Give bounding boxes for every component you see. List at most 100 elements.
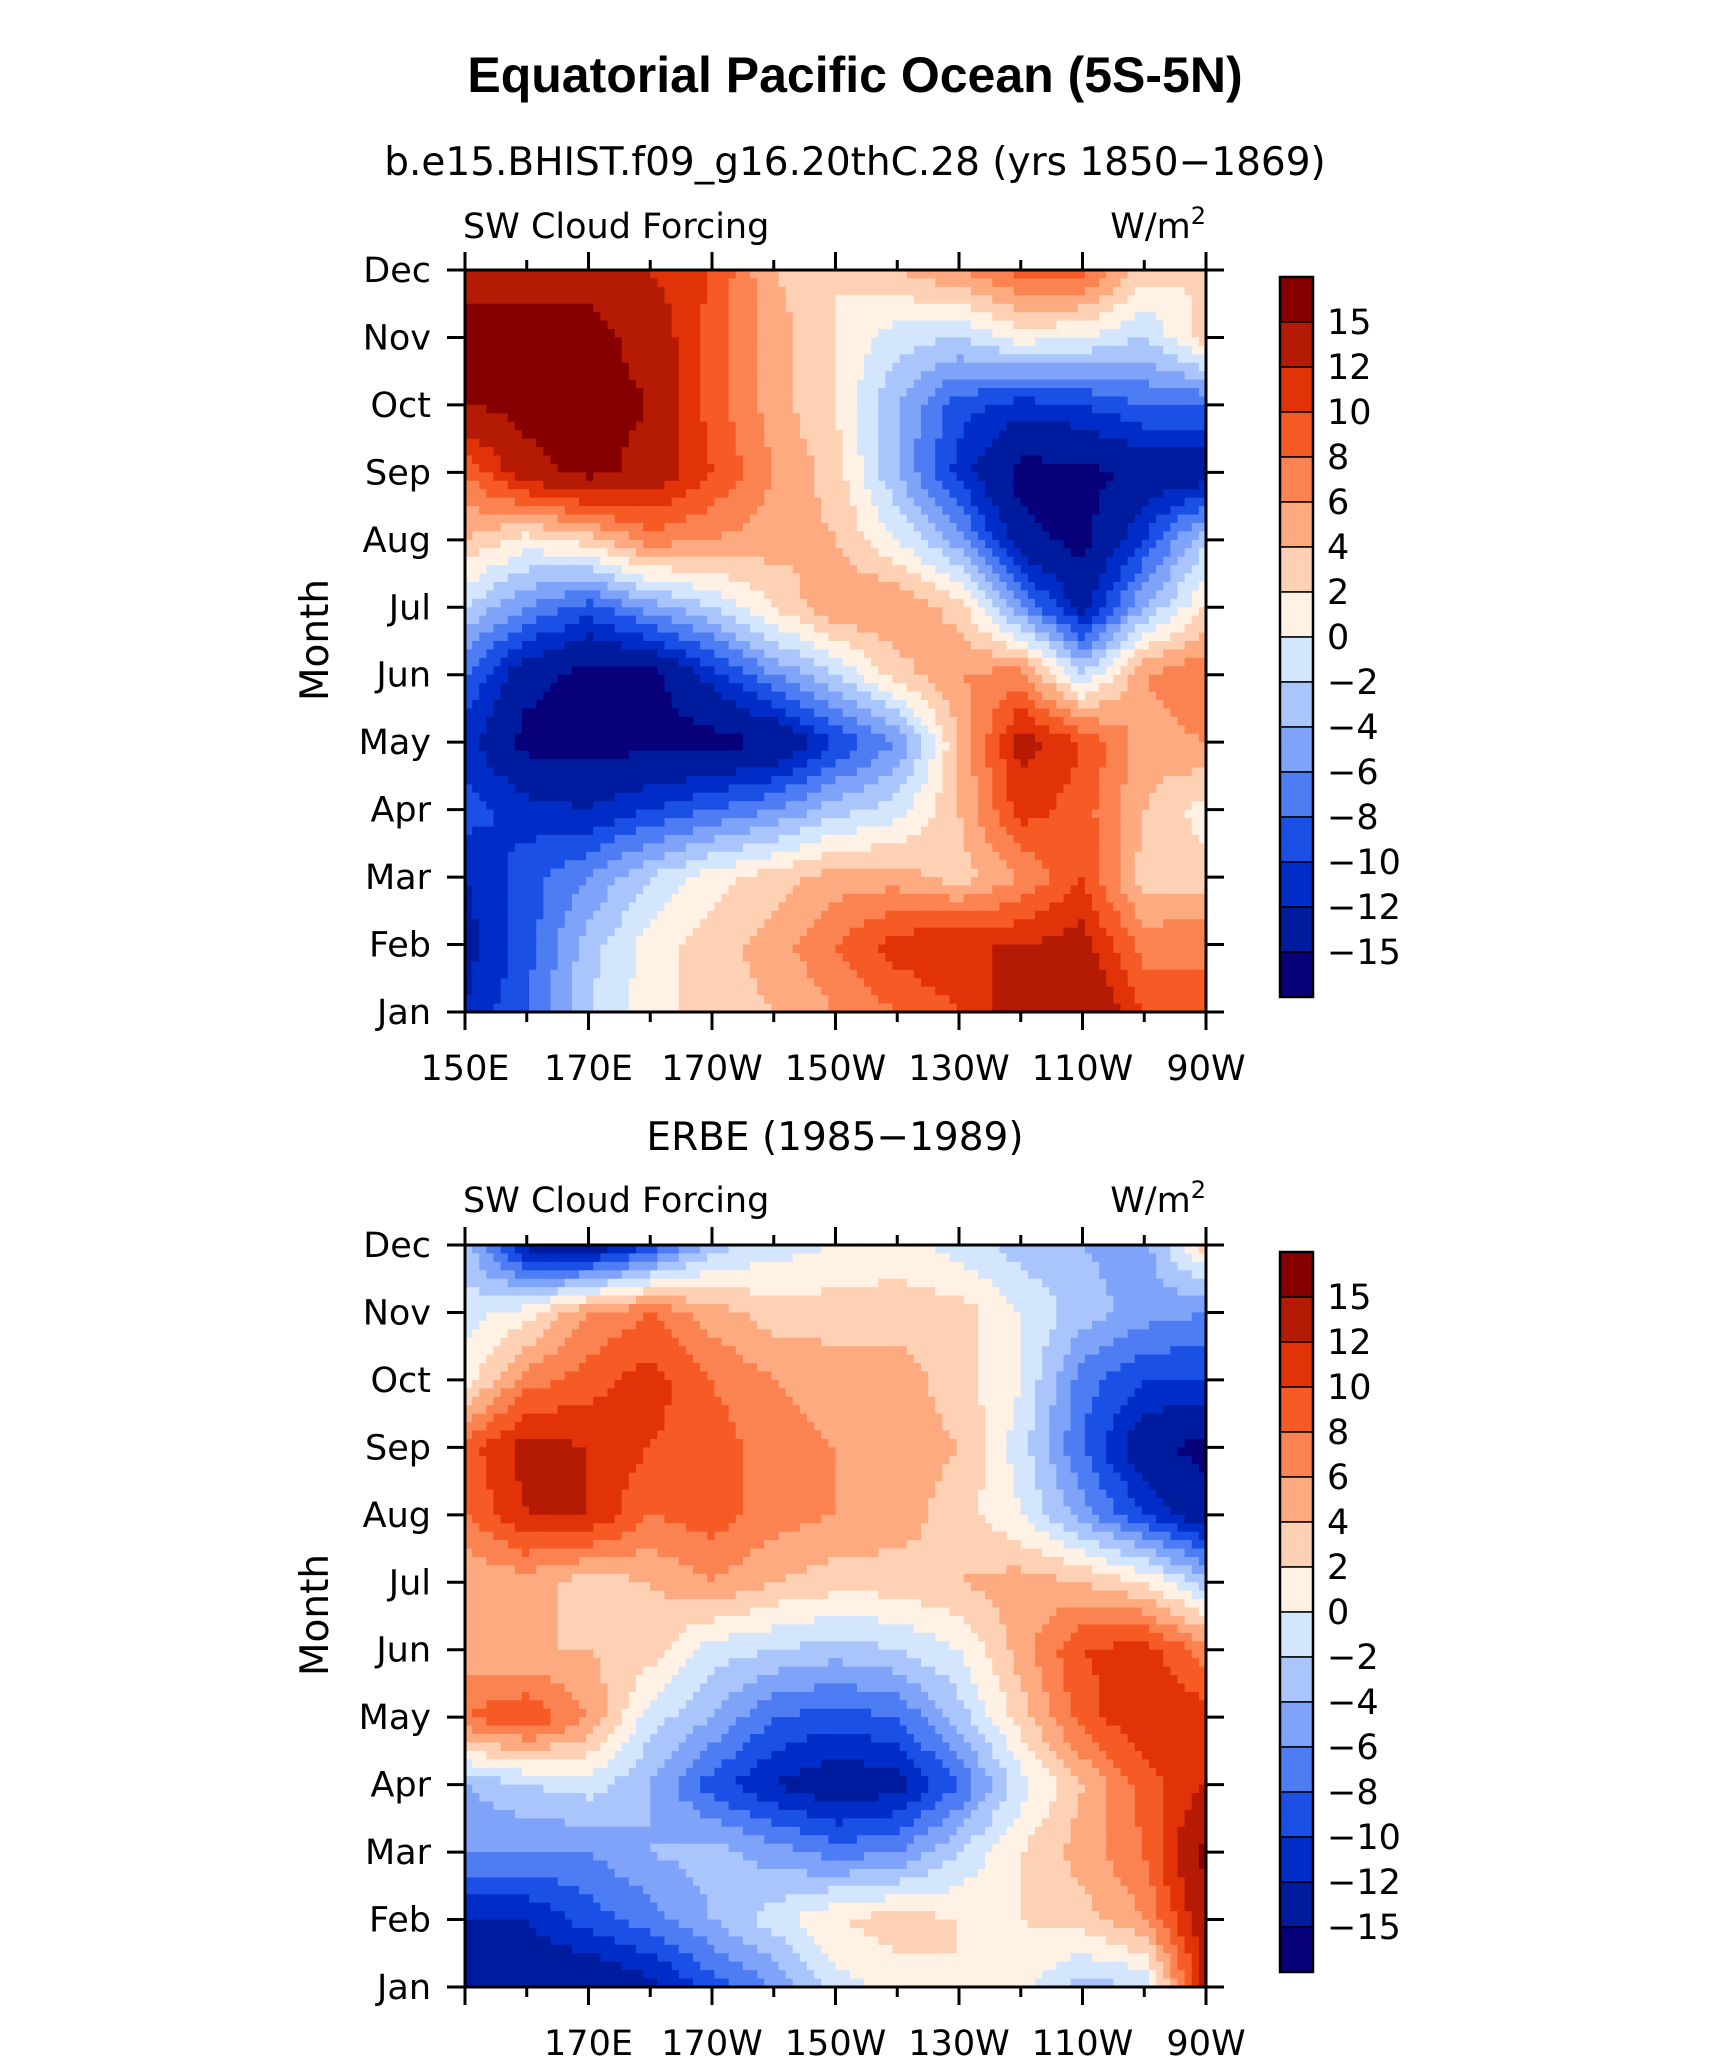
contour-cell [486,582,494,591]
contour-cell [558,380,566,389]
contour-cell [885,439,893,448]
contour-cell [964,405,972,414]
contour-cell [714,439,722,448]
contour-cell [1121,540,1129,549]
contour-cell [992,304,1000,313]
contour-cell [572,380,580,389]
contour-cell [665,439,673,448]
contour-cell [850,329,858,338]
contour-cell [914,616,922,625]
contour-cell [636,633,644,642]
contour-cell [850,641,858,650]
contour-cell [565,388,573,397]
contour-cell [800,565,808,574]
contour-cell [579,548,587,557]
contour-cell [1092,574,1100,583]
contour-cell [629,346,637,355]
contour-cell [672,557,680,566]
contour-cell [999,422,1007,431]
contour-cell [729,354,737,363]
contour-cell [629,430,637,439]
contour-cell [543,607,551,616]
contour-cell [1156,447,1164,456]
contour-cell [643,439,651,448]
contour-cell [494,464,502,473]
contour-cell [579,422,587,431]
contour-cell [1064,439,1072,448]
contour-cell [1071,371,1079,380]
contour-cell [593,607,601,616]
contour-cell [722,380,730,389]
contour-cell [779,489,787,498]
contour-cell [914,633,922,642]
contour-cell [657,582,665,591]
contour-cell [885,295,893,304]
contour-cell [593,489,601,498]
contour-cell [871,456,879,465]
contour-cell [764,590,772,599]
contour-cell [1056,337,1064,346]
contour-cell [1028,304,1036,313]
contour-cell [992,633,1000,642]
contour-cell [971,557,979,566]
contour-cell [999,590,1007,599]
contour-cell [807,599,815,608]
contour-cell [821,666,829,675]
contour-cell [1042,430,1050,439]
contour-cell [522,439,530,448]
contour-cell [529,498,537,507]
contour-cell [714,337,722,346]
contour-cell [928,506,936,515]
contour-cell [793,523,801,532]
contour-cell [971,565,979,574]
contour-cell [579,472,587,481]
contour-cell [857,557,865,566]
contour-cell [636,515,644,524]
contour-cell [1049,565,1057,574]
contour-cell [729,574,737,583]
contour-cell [665,371,673,380]
contour-cell [814,658,822,667]
contour-cell [1028,498,1036,507]
contour-cell [957,304,965,313]
contour-cell [871,287,879,296]
contour-cell [1078,590,1086,599]
contour-cell [508,413,516,422]
contour-cell [992,371,1000,380]
contour-cell [964,489,972,498]
contour-cell [1007,498,1015,507]
contour-cell [1078,658,1086,667]
contour-cell [964,329,972,338]
contour-cell [1078,363,1086,372]
contour-cell [814,633,822,642]
contour-cell [672,607,680,616]
contour-cell [1178,396,1186,405]
contour-cell [1056,649,1064,658]
contour-cell [850,515,858,524]
contour-cell [572,337,580,346]
contour-cell [1007,380,1015,389]
contour-cell [486,447,494,456]
contour-cell [629,304,637,313]
contour-cell [1071,548,1079,557]
contour-cell [793,287,801,296]
contour-cell [679,481,687,490]
contour-cell [700,624,708,633]
contour-cell [1113,624,1121,633]
contour-cell [686,464,694,473]
contour-cell [914,506,922,515]
contour-cell [964,582,972,591]
contour-cell [1042,363,1050,372]
contour-cell [1170,506,1178,515]
contour-cell [992,574,1000,583]
contour-cell [1113,582,1121,591]
contour-cell [893,506,901,515]
contour-cell [1028,464,1036,473]
contour-cell [1178,430,1186,439]
contour-cell [543,312,551,321]
contour-cell [1121,413,1129,422]
contour-cell [971,447,979,456]
contour-cell [1092,396,1100,405]
contour-cell [543,548,551,557]
contour-cell [786,396,794,405]
